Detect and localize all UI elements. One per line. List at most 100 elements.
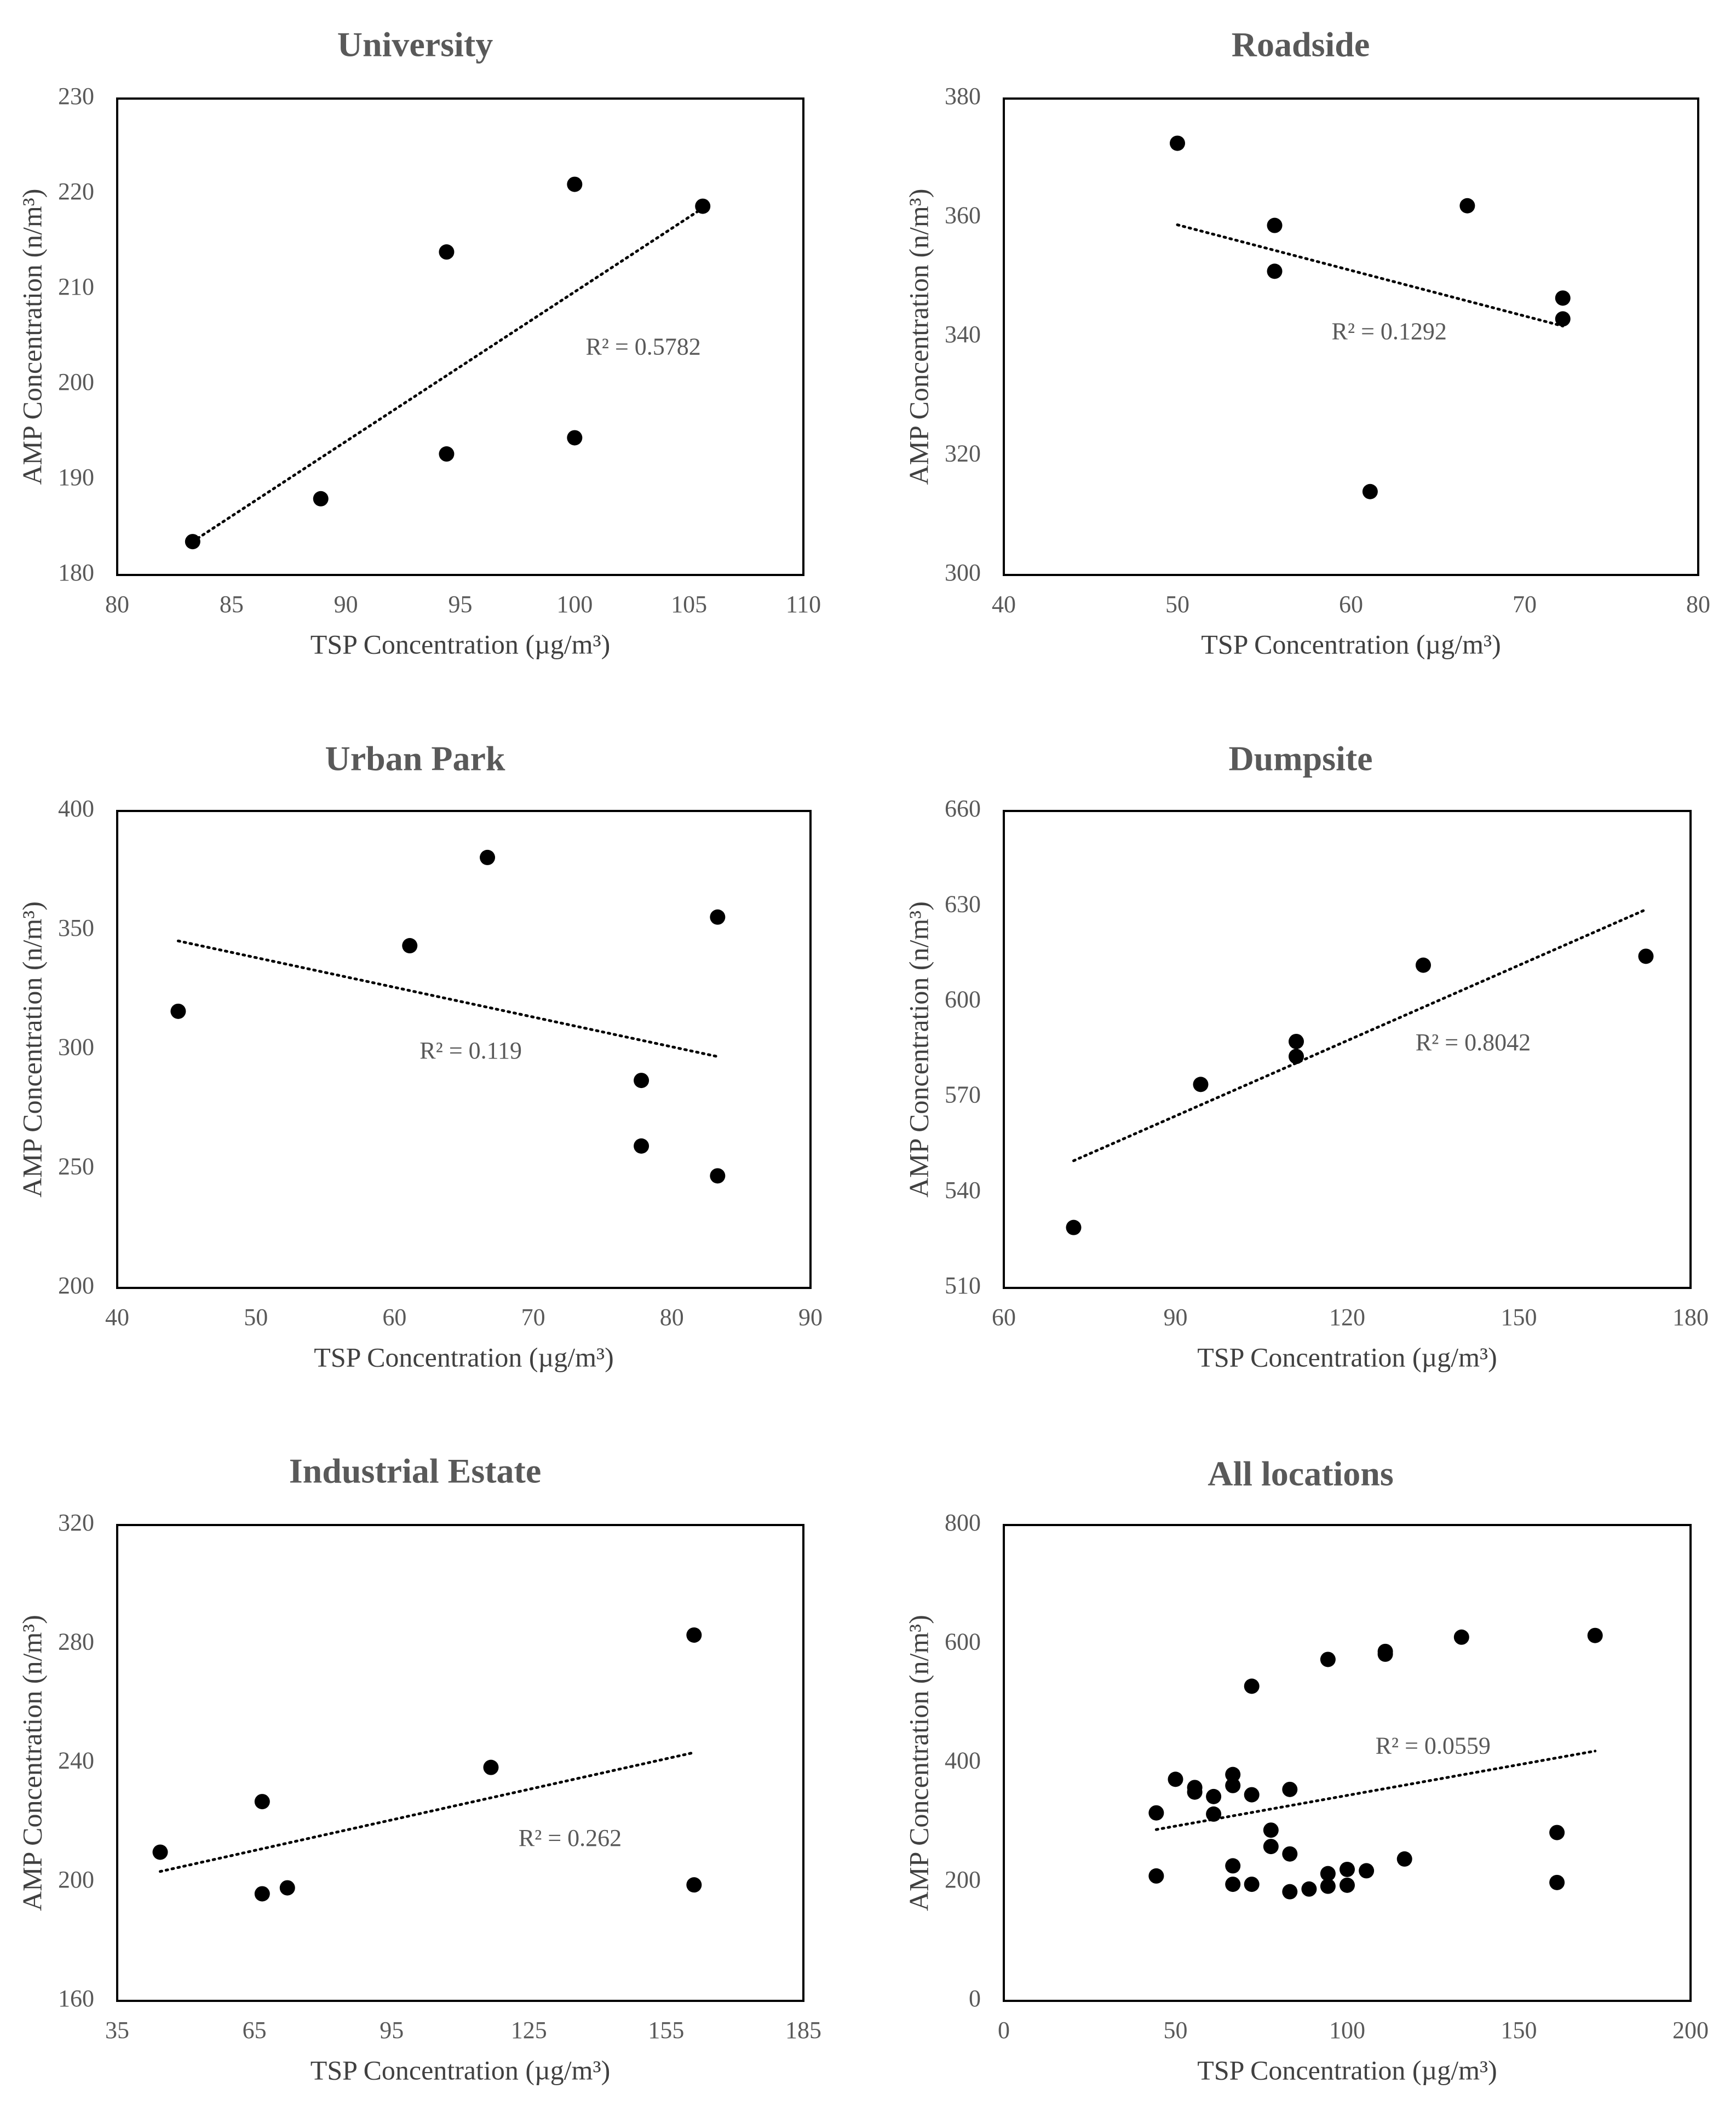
- x-tick-label: 60: [992, 1304, 1016, 1331]
- data-point: [1206, 1788, 1222, 1804]
- chart-title: Dumpsite: [1228, 739, 1372, 778]
- plot-area-frame: [116, 810, 812, 1289]
- chart-panel-5: Industrial Estate 160 200 240 280 320 35 65 95 12…: [16, 1452, 821, 2086]
- x-tick-label: 80: [105, 591, 129, 618]
- data-point: [313, 491, 329, 507]
- data-point: [1225, 1877, 1241, 1892]
- y-tick-label: 300: [58, 1034, 94, 1061]
- x-tick-label: 40: [105, 1304, 129, 1331]
- x-tick-label: 35: [105, 2017, 129, 2044]
- r-squared-label: R² = 0.119: [419, 1037, 522, 1064]
- x-tick-label: 180: [1672, 1304, 1709, 1331]
- x-tick-label: 95: [449, 591, 473, 618]
- data-point: [1168, 1771, 1183, 1787]
- data-point: [480, 849, 496, 865]
- x-axis-label: TSP Concentration (µg/m³): [311, 2055, 610, 2085]
- x-tick-label: 95: [380, 2017, 404, 2044]
- plot-area-frame: [116, 1524, 804, 2002]
- data-point: [1267, 217, 1283, 233]
- x-tick-label: 200: [1672, 2017, 1709, 2044]
- data-point: [170, 1003, 186, 1019]
- data-point: [1193, 1077, 1209, 1092]
- chart-title: All locations: [1208, 1454, 1394, 1493]
- y-tick-label: 360: [945, 202, 981, 229]
- data-point: [1415, 957, 1431, 973]
- x-tick-label: 90: [1164, 1304, 1188, 1331]
- y-tick-label: 230: [58, 83, 94, 110]
- x-axis-label: TSP Concentration (µg/m³): [1197, 2055, 1497, 2085]
- x-tick-label: 110: [786, 591, 821, 618]
- data-point: [1244, 1678, 1260, 1694]
- x-axis-label: TSP Concentration (µg/m³): [1197, 1342, 1497, 1372]
- y-tick-label: 540: [945, 1177, 981, 1204]
- x-tick-label: 85: [220, 591, 244, 618]
- data-point: [1377, 1643, 1393, 1659]
- x-tick-label: 90: [798, 1304, 823, 1331]
- y-tick-label: 510: [945, 1272, 981, 1299]
- trendline: [159, 1751, 695, 1873]
- data-point: [695, 198, 711, 214]
- r-squared-label: R² = 0.5782: [585, 333, 700, 360]
- data-point: [439, 446, 455, 462]
- data-point: [1225, 1858, 1241, 1874]
- data-point: [1459, 198, 1475, 214]
- data-point: [1453, 1629, 1469, 1645]
- y-tick-label: 400: [58, 795, 94, 822]
- data-point: [254, 1886, 270, 1902]
- plot-area-frame: [1003, 97, 1699, 576]
- y-tick-label: 220: [58, 178, 94, 205]
- y-tick-label: 240: [58, 1747, 94, 1774]
- x-tick-label: 60: [1339, 591, 1363, 618]
- data-point: [710, 1168, 726, 1184]
- data-point: [1206, 1806, 1222, 1822]
- data-point: [634, 1073, 649, 1089]
- data-point: [1587, 1627, 1603, 1643]
- chart-panel-6: All locations 0 200 400 600 800 0 50 100 150 200 TS…: [903, 1454, 1709, 2086]
- chart-panel-3: Urban Park 200 250 300 350 400 40 50 60 70 80 90 TSP…: [16, 739, 823, 1373]
- data-point: [1320, 1878, 1336, 1894]
- x-tick-label: 125: [511, 2017, 547, 2044]
- data-point: [567, 430, 583, 446]
- y-tick-label: 160: [58, 1985, 94, 2012]
- data-point: [1555, 290, 1571, 306]
- y-tick-label: 350: [58, 914, 94, 941]
- x-tick-label: 80: [660, 1304, 684, 1331]
- data-point: [1066, 1219, 1082, 1235]
- data-point: [254, 1794, 270, 1810]
- y-tick-label: 570: [945, 1081, 981, 1108]
- data-point: [567, 176, 583, 192]
- data-point: [1288, 1033, 1304, 1049]
- y-axis-label: AMP Concentration (n/m³): [903, 901, 934, 1198]
- trendline: [1154, 1750, 1597, 1831]
- chart-panel-2: Roadside 300 320 340 360 380 40 50 60 70 80 TSP Con…: [903, 25, 1710, 660]
- data-point: [1340, 1861, 1355, 1877]
- y-tick-label: 190: [58, 464, 94, 491]
- r-squared-label: R² = 0.262: [519, 1825, 622, 1851]
- chart-panel-4: Dumpsite 510 540 570 600 630 660 60 90 120 150 180 T…: [903, 739, 1709, 1373]
- data-point: [1267, 263, 1283, 279]
- data-point: [1187, 1784, 1203, 1800]
- y-axis-label: AMP Concentration (n/m³): [903, 1615, 934, 1911]
- data-point: [1282, 1846, 1298, 1862]
- y-axis-label: AMP Concentration (n/m³): [903, 189, 934, 485]
- y-tick-label: 600: [945, 986, 981, 1012]
- data-point: [1282, 1781, 1298, 1797]
- y-axis-label: AMP Concentration (n/m³): [16, 189, 47, 485]
- data-point: [1555, 311, 1571, 327]
- x-axis-label: TSP Concentration (µg/m³): [311, 629, 610, 659]
- trendline: [1176, 223, 1565, 327]
- y-axis-label: AMP Concentration (n/m³): [16, 901, 47, 1198]
- data-point: [1225, 1777, 1241, 1793]
- y-tick-label: 660: [945, 795, 981, 822]
- x-tick-label: 90: [334, 591, 358, 618]
- x-tick-label: 120: [1329, 1304, 1365, 1331]
- data-point: [1148, 1868, 1164, 1884]
- chart-title: Urban Park: [325, 739, 505, 778]
- data-point: [1282, 1884, 1298, 1900]
- data-point: [1320, 1652, 1336, 1667]
- x-tick-label: 155: [648, 2017, 684, 2044]
- x-tick-label: 40: [992, 591, 1016, 618]
- y-tick-label: 210: [58, 273, 94, 300]
- x-tick-label: 65: [243, 2017, 267, 2044]
- chart-panel-1: University 180 190 200 210 220 230 80 85 90 95 100 1…: [16, 25, 821, 660]
